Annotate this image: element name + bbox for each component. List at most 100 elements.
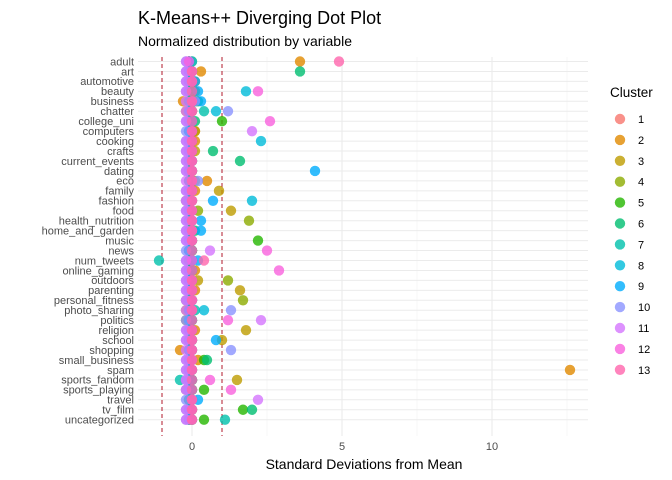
x-tick-label: 5 (339, 441, 345, 453)
data-point (186, 195, 198, 206)
data-point (153, 255, 165, 266)
y-tick-label: personal_fitness (54, 295, 135, 307)
data-point (252, 394, 264, 405)
legend-key (614, 134, 626, 146)
data-point (204, 374, 216, 386)
y-tick-label: computers (83, 126, 135, 138)
data-point (207, 145, 219, 157)
legend-label: 6 (638, 219, 644, 231)
legend-label: 10 (638, 302, 650, 314)
data-point (186, 374, 198, 386)
data-point (186, 324, 198, 336)
data-point (186, 235, 198, 246)
y-tick-label: politics (100, 315, 134, 327)
y-tick-label: tv_film (102, 405, 134, 417)
data-point (234, 155, 246, 167)
data-point (186, 285, 198, 296)
data-point (186, 205, 198, 216)
data-point (237, 295, 249, 306)
data-point (186, 275, 198, 286)
data-point (186, 86, 198, 97)
data-point (213, 185, 225, 197)
chart-subtitle: Normalized distribution by variable (138, 33, 352, 49)
x-axis-labels: 0 5 10 (189, 441, 498, 453)
y-tick-label: health_nutrition (59, 216, 134, 228)
data-point (309, 165, 321, 177)
data-point (240, 324, 252, 336)
y-tick-label: photo_sharing (64, 305, 134, 317)
data-point (564, 364, 576, 376)
data-point (261, 245, 273, 256)
y-tick-label: school (102, 335, 134, 347)
data-point (186, 394, 198, 405)
legend-label: 8 (638, 260, 644, 272)
data-point (186, 404, 198, 415)
data-point (246, 125, 258, 137)
y-tick-label: chatter (100, 106, 134, 118)
data-point (186, 155, 198, 167)
data-point (246, 195, 258, 206)
legend-key (614, 176, 626, 187)
data-point (246, 404, 258, 415)
legend-key (614, 218, 626, 229)
data-point (210, 106, 222, 117)
legend-key (614, 260, 626, 271)
x-tick-label: 0 (189, 441, 195, 453)
y-tick-label: business (91, 96, 135, 108)
data-point (225, 384, 237, 396)
y-tick-label: sports_playing (63, 385, 134, 397)
data-point (186, 135, 198, 147)
data-point (186, 215, 198, 226)
y-tick-label: automotive (80, 76, 134, 88)
data-point (186, 245, 198, 256)
data-point (186, 145, 198, 157)
data-point (252, 86, 264, 97)
y-tick-label: adult (110, 56, 134, 68)
legend-key (614, 113, 626, 125)
data-point (198, 255, 210, 266)
legend-label: 3 (638, 156, 644, 168)
data-point (186, 364, 198, 376)
data-point (219, 414, 231, 425)
data-point (225, 205, 237, 216)
data-point (186, 165, 198, 177)
data-point (186, 414, 198, 425)
data-point (252, 235, 264, 246)
y-tick-label: home_and_garden (42, 225, 134, 237)
data-point (216, 116, 228, 127)
legend-label: 9 (638, 281, 644, 293)
data-point (234, 285, 246, 296)
data-point (204, 245, 216, 256)
y-tick-label: dating (104, 166, 134, 178)
y-tick-label: religion (99, 325, 134, 337)
data-point (186, 185, 198, 197)
data-point (186, 125, 198, 137)
data-point (207, 195, 219, 206)
legend-label: 11 (638, 323, 649, 335)
data-point (195, 215, 207, 226)
legend-key (614, 322, 626, 334)
legend-title: Cluster (610, 85, 653, 100)
data-point (186, 344, 198, 356)
data-points (153, 56, 576, 425)
data-point (186, 225, 198, 236)
data-point (186, 255, 198, 266)
data-point (237, 404, 249, 415)
legend-key (614, 343, 626, 355)
data-point (186, 76, 198, 87)
data-point (195, 225, 207, 236)
data-point (222, 106, 234, 117)
data-point (198, 305, 210, 316)
legend-key (614, 281, 626, 292)
y-tick-label: uncategorized (65, 415, 134, 427)
y-tick-label: travel (107, 395, 134, 407)
data-point (198, 384, 210, 396)
data-point (195, 66, 207, 77)
data-point (210, 334, 222, 346)
legend-key (614, 155, 626, 166)
legend-key (614, 197, 626, 208)
y-tick-label: college_uni (78, 116, 134, 128)
data-point (186, 354, 198, 366)
